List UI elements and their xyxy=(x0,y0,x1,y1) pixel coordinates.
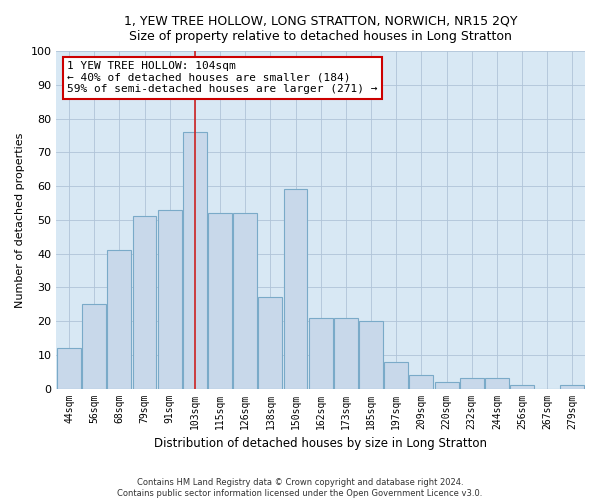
Bar xyxy=(183,132,207,388)
Text: Contains HM Land Registry data © Crown copyright and database right 2024.
Contai: Contains HM Land Registry data © Crown c… xyxy=(118,478,482,498)
Bar xyxy=(208,213,232,388)
Text: 1 YEW TREE HOLLOW: 104sqm
← 40% of detached houses are smaller (184)
59% of semi: 1 YEW TREE HOLLOW: 104sqm ← 40% of detac… xyxy=(67,61,377,94)
Title: 1, YEW TREE HOLLOW, LONG STRATTON, NORWICH, NR15 2QY
Size of property relative t: 1, YEW TREE HOLLOW, LONG STRATTON, NORWI… xyxy=(124,15,517,43)
Bar xyxy=(284,190,307,388)
Bar xyxy=(233,213,257,388)
Bar xyxy=(409,375,433,388)
Bar xyxy=(82,304,106,388)
Bar xyxy=(384,362,408,388)
Bar xyxy=(309,318,332,388)
Bar xyxy=(485,378,509,388)
Bar xyxy=(434,382,458,388)
Bar xyxy=(158,210,182,388)
X-axis label: Distribution of detached houses by size in Long Stratton: Distribution of detached houses by size … xyxy=(154,437,487,450)
Bar xyxy=(510,385,534,388)
Bar xyxy=(560,385,584,388)
Bar xyxy=(133,216,157,388)
Bar xyxy=(460,378,484,388)
Y-axis label: Number of detached properties: Number of detached properties xyxy=(15,132,25,308)
Bar xyxy=(359,321,383,388)
Bar xyxy=(259,298,283,388)
Bar xyxy=(57,348,81,389)
Bar xyxy=(107,250,131,388)
Bar xyxy=(334,318,358,388)
